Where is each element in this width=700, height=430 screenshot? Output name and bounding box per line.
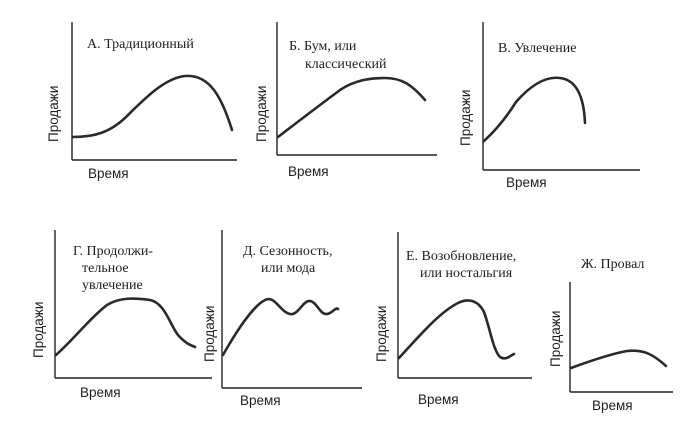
- title-line: Г. Продолжи-: [73, 244, 153, 259]
- panel-title: Б. Бум, или классический: [289, 39, 387, 72]
- y-axis-label: Продажи: [202, 306, 217, 362]
- sales-curve: [71, 74, 234, 139]
- panel-traditional: А. Традиционный Время Продажи: [46, 22, 237, 181]
- panel-extended-fad: Г. Продолжи- тельное увлечение Время Про…: [31, 230, 212, 400]
- panel-title: А. Традиционный: [87, 37, 194, 52]
- y-axis-label: Продажи: [254, 86, 269, 142]
- panel-failure: Ж. Провал Время Продажи: [548, 257, 673, 413]
- y-axis-label: Продажи: [374, 306, 389, 362]
- title-line: Ж. Провал: [581, 257, 644, 272]
- y-axis-label: Продажи: [46, 86, 61, 142]
- x-axis-label: Время: [592, 398, 633, 413]
- sales-curve: [276, 76, 427, 139]
- title-line: классический: [305, 57, 387, 72]
- sales-curve: [482, 76, 587, 143]
- x-axis-label: Время: [288, 164, 329, 179]
- sales-curve: [54, 297, 197, 357]
- panel-boom: Б. Бум, или классический Время Продажи: [254, 22, 437, 179]
- title-line: Д. Сезонность,: [243, 244, 332, 259]
- panel-title: Г. Продолжи- тельное увлечение: [73, 244, 156, 293]
- panel-seasonal: Д. Сезонность, или мода Время Продажи: [202, 230, 362, 408]
- panel-title: Ж. Провал: [581, 257, 644, 272]
- x-axis-label: Время: [88, 166, 129, 181]
- x-axis-label: Время: [240, 393, 281, 408]
- title-line: тельное: [82, 261, 129, 276]
- y-axis-label: Продажи: [31, 302, 46, 358]
- panel-title: Д. Сезонность, или мода: [243, 244, 336, 276]
- panel-fad: В. Увлечение Время Продажи: [458, 22, 640, 190]
- x-axis-label: Время: [506, 175, 547, 190]
- panel-title: Е. Возобновление, или ностальгия: [406, 249, 520, 281]
- title-line: А. Традиционный: [87, 37, 194, 52]
- title-line: увлечение: [82, 278, 143, 293]
- panel-title: В. Увлечение: [498, 41, 576, 56]
- y-axis-label: Продажи: [548, 311, 563, 367]
- title-line: Б. Бум, или: [289, 39, 357, 54]
- sales-curve: [221, 297, 340, 357]
- title-line: Е. Возобновление,: [406, 249, 516, 264]
- x-axis-label: Время: [418, 392, 459, 407]
- panel-revival: Е. Возобновление, или ностальгия Время П…: [374, 232, 532, 407]
- title-line: или ностальгия: [420, 266, 513, 281]
- sales-curve: [569, 349, 668, 370]
- sales-curve: [397, 299, 516, 360]
- title-line: или мода: [261, 261, 316, 276]
- x-axis-label: Время: [80, 385, 121, 400]
- title-line: В. Увлечение: [498, 41, 576, 56]
- y-axis-label: Продажи: [458, 90, 473, 146]
